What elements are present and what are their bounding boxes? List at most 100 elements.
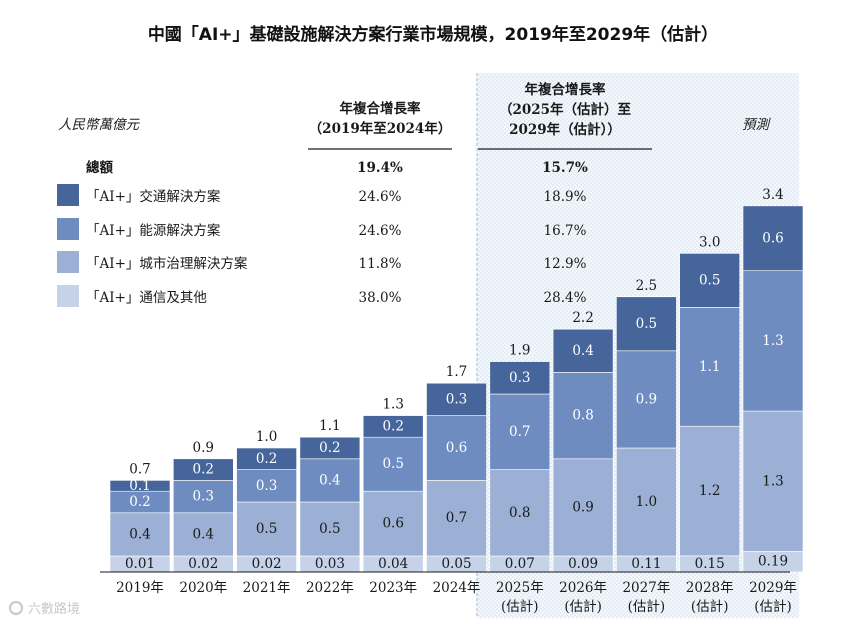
watermark-text: 六數路境 [28,601,80,617]
bar-segment [489,393,551,470]
segment-value-label: 0.5 [382,456,403,472]
segment-value-label: 0.07 [505,556,535,572]
segment-value-label: 0.01 [125,556,155,572]
bar-total-label: 1.0 [256,429,277,445]
segment-value-label: 0.5 [256,521,277,537]
bar-segment [679,253,741,308]
bar-segment [552,328,614,373]
x-tick-label: (估計) [691,599,729,615]
bar-total-label: 2.2 [572,310,593,326]
city-cagr2: 12.9% [544,256,587,272]
segment-value-label: 1.1 [699,359,720,375]
bar-total-label: 3.0 [699,234,720,250]
segment-value-label: 0.09 [568,556,598,572]
x-tick-label: 2023年 [369,580,417,596]
bar-total-label: 0.7 [129,461,150,477]
segment-value-label: 0.3 [509,370,530,386]
x-tick-label: 2021年 [243,580,291,596]
bar-segment [173,458,234,481]
bar-segment [236,469,297,503]
bar-segment [299,458,361,503]
x-tick-label: 2028年 [686,580,734,596]
cagr-col1-header-line1: 年複合增長率 [340,100,421,117]
x-tick-label: (估計) [564,599,602,615]
x-tick-label: 2025年 [496,580,544,596]
segment-value-label: 0.9 [636,391,657,407]
bar-segment [552,458,614,557]
bar-segment [679,307,741,427]
bar-total-label: 1.1 [319,418,340,434]
segment-value-label: 0.6 [446,440,467,456]
bar-total-label: 3.4 [762,187,783,203]
segment-value-label: 0.04 [378,556,408,572]
bar-segment [742,270,804,412]
segment-value-label: 0.02 [252,556,282,572]
segment-value-label: 0.2 [256,451,277,467]
segment-value-label: 0.5 [699,272,720,288]
bar-segment [616,447,677,557]
bar-total-label: 1.7 [446,364,467,380]
cagr-col2-header-line1: 年複合增長率 [525,81,606,98]
legend-label-traffic: 「AI+」交通解決方案 [86,188,221,205]
segment-value-label: 0.7 [509,424,530,440]
bar-segment [299,436,361,460]
total-row-name: 總額 [86,159,113,176]
segment-value-label: 0.05 [441,556,471,572]
bar-segment [299,501,361,557]
cagr-col1-header-line2: （2019年至2024年） [309,120,452,137]
traffic-cagr2: 18.9% [544,189,587,205]
watermark: 六數路境 [9,601,80,617]
segment-value-label: 0.8 [572,408,593,424]
segment-value-label: 0.5 [319,521,340,537]
segment-value-label: 1.3 [762,333,783,349]
x-tick-label: 2024年 [433,580,481,596]
legend-table: 總額 19.4% 15.7% 「AI+」交通解決方案 24.6% 18.9% 「… [57,159,588,307]
bar-segment [616,296,677,352]
segment-value-label: 0.4 [319,472,340,488]
x-tick-label: 2022年 [306,580,354,596]
bar-segment [742,410,804,552]
segment-value-label: 0.6 [762,230,783,246]
chart-title: 中國「AI+」基礎設施解決方案行業市場規模，2019年至2029年（估計） [148,24,718,45]
traffic-cagr1: 24.6% [359,189,402,205]
watermark-logo-icon [9,601,23,615]
x-tick-label: 2020年 [179,580,227,596]
segment-value-label: 0.03 [315,556,345,572]
segment-value-label: 0.3 [446,391,467,407]
segment-value-label: 0.8 [509,505,530,521]
bar-segment [742,205,804,271]
segment-value-label: 0.2 [129,494,150,510]
bar-total-label: 1.9 [509,343,530,359]
bar-segment [362,415,424,438]
unit-label: 人民幣萬億元 [58,117,140,133]
segment-value-label: 0.4 [193,526,214,542]
segment-value-label: 0.2 [319,440,340,456]
bar-segment [109,480,171,492]
bar-segment [362,490,424,557]
city-cagr1: 11.8% [359,256,402,272]
bar-segment [173,480,234,514]
segment-value-label: 0.3 [193,489,214,505]
bar-segment [489,361,551,395]
energy-cagr2: 16.7% [544,223,587,239]
telecom-cagr1: 38.0% [359,290,402,306]
segment-value-label: 0.6 [382,516,403,532]
total-row-cagr2: 15.7% [542,160,588,176]
segment-value-label: 1.0 [636,494,657,510]
telecom-cagr2: 28.4% [544,290,587,306]
bar-total-label: 0.9 [193,440,214,456]
cagr-col2-header-line2: （2025年（估計）至 [499,101,632,118]
segment-value-label: 1.3 [762,473,783,489]
segment-value-label: 0.4 [572,343,593,359]
x-tick-label: 2019年 [116,580,164,596]
legend-label-telecom: 「AI+」通信及其他 [86,290,207,306]
bar-segment [426,480,487,557]
x-tick-label: (估計) [501,599,539,615]
total-row-cagr1: 19.4% [357,160,403,176]
bar-segment [679,425,741,557]
x-tick-label: (估計) [754,599,792,615]
bar-segment [552,372,614,460]
bar-segment [489,469,551,557]
segment-value-label: 0.7 [446,510,467,526]
